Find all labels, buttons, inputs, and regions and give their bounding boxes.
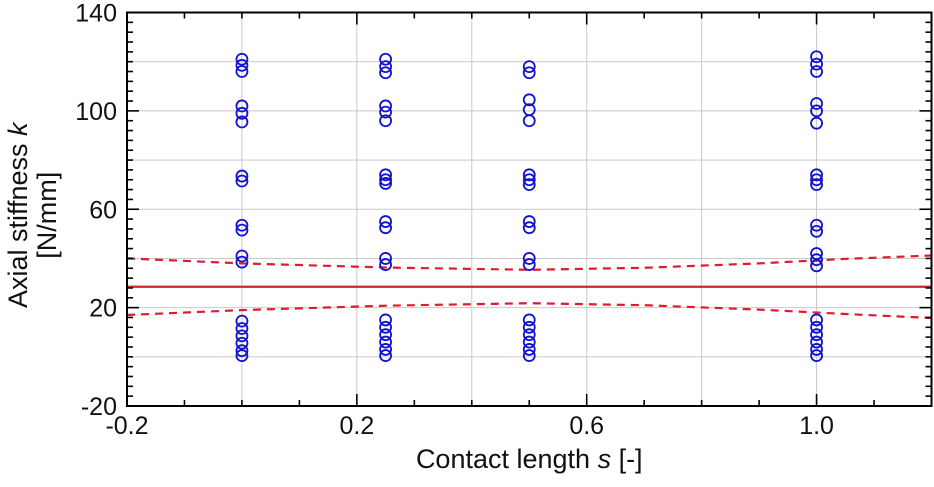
data-point: [379, 335, 392, 349]
data-point: [522, 215, 536, 228]
data-point: [810, 97, 823, 110]
data-point: [235, 115, 249, 129]
confidence-lower-line: [126, 302, 932, 320]
y-tick-label: 140: [75, 0, 117, 28]
data-point: [379, 328, 392, 342]
data-point: [379, 66, 392, 80]
confidence-upper-line: [126, 254, 932, 271]
data-point: [235, 249, 249, 263]
data-point: [379, 52, 392, 66]
data-point: [810, 168, 823, 182]
data-point: [810, 104, 823, 118]
data-point: [522, 178, 536, 192]
data-point: [379, 320, 392, 334]
data-point: [235, 255, 249, 269]
y-tick-label: 60: [89, 196, 117, 224]
data-point: [522, 173, 536, 187]
data-point: [522, 93, 536, 107]
data-point: [522, 221, 536, 235]
data-point: [522, 320, 536, 334]
data-point: [810, 218, 823, 232]
y-axis-title-line2: [N/mm]: [32, 172, 62, 259]
data-point: [810, 335, 823, 349]
data-point: [522, 60, 536, 74]
data-point: [810, 349, 823, 362]
data-point: [379, 114, 392, 128]
data-point: [810, 116, 823, 130]
data-point: [522, 343, 536, 356]
data-point: [810, 253, 823, 267]
data-point: [379, 105, 392, 119]
x-tick-label: 0.2: [339, 412, 374, 440]
data-point: [522, 258, 536, 271]
data-point: [522, 114, 536, 128]
data-point: [379, 252, 392, 265]
data-point: [235, 58, 249, 72]
data-point: [235, 106, 249, 120]
data-point: [379, 177, 392, 190]
data-point: [810, 65, 823, 78]
data-point: [235, 344, 249, 358]
data-point: [522, 349, 536, 362]
x-tick-label: 0.6: [569, 412, 604, 440]
data-point: [810, 313, 823, 327]
y-axis-title-line1: Axial stiffness k: [3, 121, 33, 308]
data-point: [235, 314, 249, 328]
data-point: [379, 343, 392, 356]
data-point: [235, 169, 249, 183]
data-point: [810, 343, 823, 356]
data-point: [810, 259, 823, 273]
data-point: [810, 247, 823, 260]
data-point: [810, 50, 823, 64]
x-tick-label: 1.0: [799, 412, 834, 440]
data-point: [379, 258, 392, 271]
confidence-band: [126, 254, 932, 320]
data-point: [522, 168, 536, 182]
data-point: [379, 349, 392, 362]
data-point: [379, 313, 392, 327]
y-tick-label: 100: [75, 98, 117, 126]
data-point: [810, 224, 823, 238]
data-point: [379, 60, 392, 74]
data-point: [522, 313, 536, 327]
data-point: [235, 99, 249, 113]
y-tick-label: -20: [81, 393, 117, 421]
data-point: [235, 174, 249, 188]
data-point: [810, 320, 823, 334]
data-point: [235, 322, 249, 335]
data-point: [810, 173, 823, 187]
data-point: [810, 328, 823, 342]
data-point: [379, 99, 392, 113]
x-tick-label: -0.2: [105, 412, 148, 440]
data-point: [379, 168, 392, 182]
data-point: [379, 215, 392, 228]
data-point: [235, 336, 249, 350]
series-measured-stiffness: [235, 50, 823, 362]
data-point: [235, 52, 249, 66]
data-point: [235, 329, 249, 343]
data-point: [235, 223, 249, 237]
data-point: [379, 173, 392, 187]
data-point: [235, 218, 249, 232]
tick-labels: -20 20 60 100 140 -0.2 0.2 0.6 1.0: [75, 0, 834, 440]
data-point: [522, 252, 536, 265]
data-point: [522, 335, 536, 349]
data-point: [810, 178, 823, 192]
data-point: [235, 349, 249, 362]
data-point: [810, 57, 823, 71]
data-point: [522, 328, 536, 342]
y-tick-label: 20: [89, 295, 117, 323]
x-axis-title: Contact length s [-]: [416, 444, 643, 474]
data-point: [235, 65, 249, 78]
axis-ticks: [126, 11, 933, 407]
data-point: [522, 66, 536, 80]
data-point: [379, 221, 392, 235]
